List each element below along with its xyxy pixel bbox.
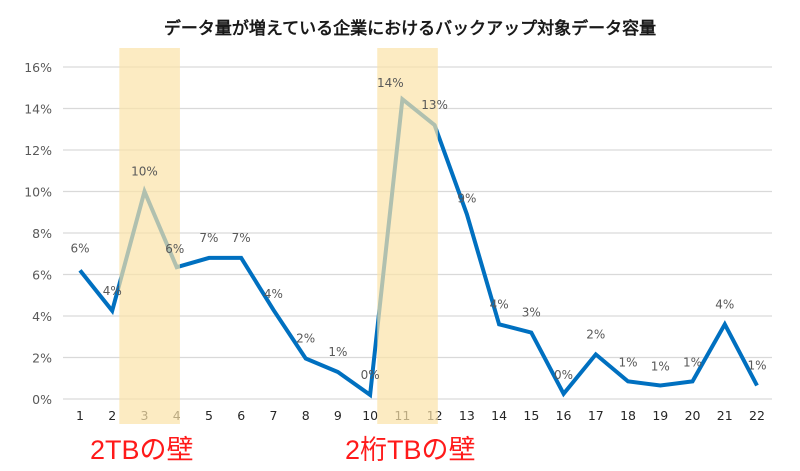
- x-tick-label: 16: [556, 408, 572, 423]
- y-tick-label: 16%: [24, 60, 52, 75]
- data-label: 10%: [131, 165, 158, 179]
- highlight-band: [377, 48, 438, 424]
- x-tick-label: 1: [76, 408, 84, 423]
- data-labels: 6% 4% 10% 6% 7% 7% 4% 2% 1% 0% 14% 13% 9% 4% 3% 0% 2% 1% 1…: [70, 76, 766, 382]
- data-label: 6%: [70, 241, 89, 255]
- annotation-2tb-wall: 2TBの壁: [90, 435, 194, 465]
- x-tick-label: 8: [302, 408, 310, 423]
- data-label: 1%: [683, 355, 702, 369]
- data-label: 7%: [232, 231, 251, 245]
- x-tick-label: 17: [588, 408, 604, 423]
- x-tick-label: 21: [717, 408, 733, 423]
- y-tick-label: 14%: [24, 102, 52, 117]
- data-label: 2%: [296, 332, 315, 346]
- chart-title: データ量が増えている企業におけるバックアップ対象データ容量: [163, 19, 657, 39]
- y-tick-label: 10%: [24, 185, 52, 200]
- data-label: 13%: [421, 98, 448, 112]
- y-tick-label: 6%: [32, 268, 52, 283]
- x-tick-label: 9: [334, 408, 342, 423]
- x-tick-label: 19: [652, 408, 668, 423]
- highlight-band: [119, 48, 180, 424]
- data-label: 4%: [264, 287, 283, 301]
- x-tick-label: 6: [237, 408, 245, 423]
- data-label: 9%: [457, 191, 476, 205]
- data-label: 0%: [554, 368, 573, 382]
- data-label: 4%: [103, 284, 122, 298]
- y-tick-label: 12%: [24, 143, 52, 158]
- annotation-double-digit-tb-wall: 2桁TBの壁: [345, 435, 476, 465]
- data-label: 14%: [377, 76, 404, 90]
- x-tick-label: 10: [362, 408, 378, 423]
- x-tick-label: 7: [269, 408, 277, 423]
- data-label: 1%: [651, 360, 670, 374]
- x-tick-label: 15: [523, 408, 539, 423]
- y-tick-label: 8%: [32, 226, 52, 241]
- data-label: 2%: [586, 327, 605, 341]
- data-label: 4%: [715, 297, 734, 311]
- y-axis-labels: 0% 2% 4% 6% 8% 10% 12% 14% 16%: [24, 60, 52, 407]
- x-tick-label: 2: [108, 408, 116, 423]
- data-label: 7%: [199, 231, 218, 245]
- data-label: 1%: [328, 345, 347, 359]
- data-label: 3%: [522, 306, 541, 320]
- data-label: 1%: [619, 355, 638, 369]
- x-tick-label: 18: [620, 408, 636, 423]
- x-tick-label: 20: [685, 408, 701, 423]
- data-label: 0%: [361, 368, 380, 382]
- y-tick-label: 0%: [32, 392, 52, 407]
- y-tick-label: 4%: [32, 309, 52, 324]
- x-tick-label: 22: [749, 408, 765, 423]
- data-label: 1%: [747, 359, 766, 373]
- data-label: 4%: [490, 297, 509, 311]
- y-tick-label: 2%: [32, 351, 52, 366]
- data-label: 6%: [165, 242, 184, 256]
- x-tick-label: 5: [205, 408, 213, 423]
- x-tick-label: 14: [491, 408, 507, 423]
- highlight-bands: [119, 48, 438, 424]
- x-tick-label: 13: [459, 408, 475, 423]
